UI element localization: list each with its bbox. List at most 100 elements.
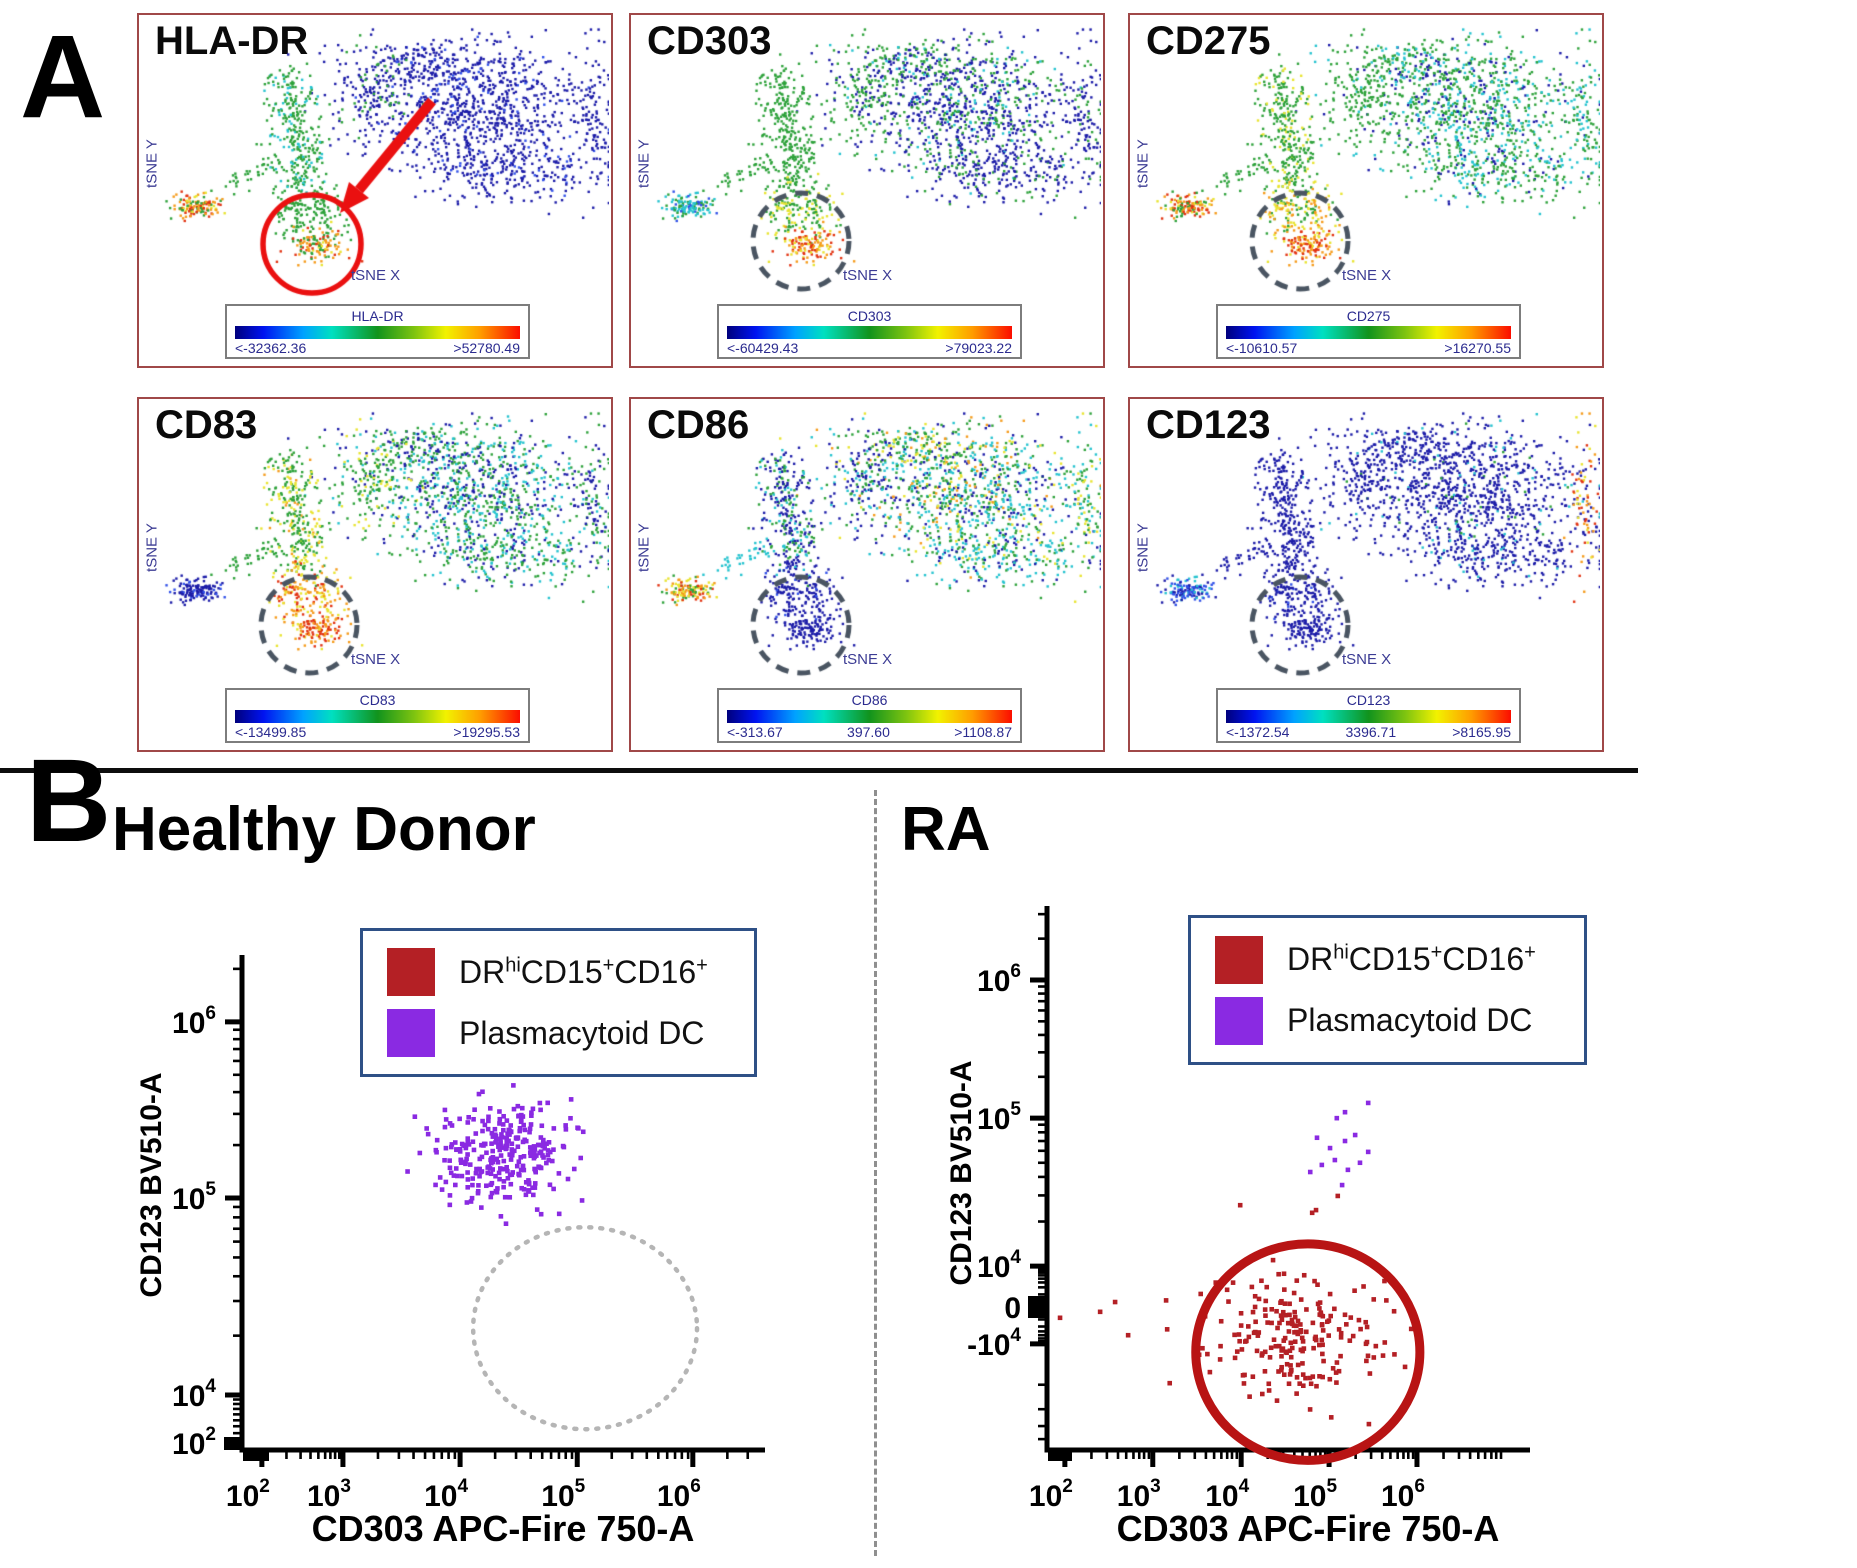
svg-text:103: 103 [1117,1476,1161,1513]
colorbar-gradient [1226,710,1511,724]
colorbar-max: >16270.55 [1444,340,1511,357]
ra-y-axis-label: CD123 BV510-A [945,1060,978,1286]
colorbar-range-labels: <-32362.36 >52780.49 [235,340,520,356]
svg-text:102: 102 [1029,1476,1073,1513]
tsne-x-axis-label: tSNE X [843,651,893,668]
colorbar-CD83: CD83 <-13499.85 >19295.53 [225,688,530,743]
flow-plot-ra: 106 105 104 0-104 102 103 104 105 106 [967,906,1530,1513]
colorbar-CD86: CD86 <-313.67 397.60 >1108.87 [717,688,1022,743]
colorbar-title: CD123 [1346,692,1391,708]
svg-text:102: 102 [226,1476,270,1513]
tsne-x-axis-label: tSNE X [351,267,401,284]
svg-text:105: 105 [1293,1476,1337,1513]
legend-label: Plasmacytoid DC [1287,1002,1533,1038]
ra-x-axis-label: CD303 APC-Fire 750-A [1116,1508,1500,1549]
svg-text:106: 106 [1381,1476,1425,1513]
svg-text:104: 104 [977,1247,1021,1284]
svg-text:102: 102 [172,1424,216,1461]
tsne-x-axis-label: tSNE X [1342,267,1392,284]
colorbar-max: >79023.22 [945,340,1012,357]
colorbar-mid: 3396.71 [1345,724,1397,741]
colorbar-CD303: CD303 <-60429.43 >79023.22 [717,304,1022,359]
legend-swatch [387,1009,435,1057]
colorbar-max: >8165.95 [1452,724,1511,741]
colorbar-min: <-13499.85 [235,724,307,741]
colorbar-range-labels: <-13499.85 >19295.53 [235,724,520,740]
legend-label: DRhiCD15+CD16+ [459,953,708,990]
svg-text:0: 0 [1004,1292,1021,1325]
colorbar-gradient [235,326,520,340]
legend-item: Plasmacytoid DC [387,1009,748,1057]
svg-text:103: 103 [307,1476,351,1513]
gate-annotation [470,1225,700,1432]
flow-plot-hd: 106 105 104 102 102 103 104 105 106 [172,955,765,1513]
tsne-x-axis-label: tSNE X [843,267,893,284]
legend-label: DRhiCD15+CD16+ [1287,941,1536,977]
panel-b-label: B [26,735,112,867]
colorbar-title: HLA-DR [351,308,404,324]
colorbar-range-labels: <-10610.57 >16270.55 [1226,340,1511,356]
hd-x-axis-label: CD303 APC-Fire 750-A [311,1508,695,1549]
legend-healthy-donor: DRhiCD15+CD16+ Plasmacytoid DC [360,928,757,1077]
colorbar-range-labels: <-1372.54 3396.71 >8165.95 [1226,724,1511,740]
colorbar-max: >1108.87 [954,724,1012,741]
svg-text:104: 104 [424,1476,468,1513]
colorbar-title: CD275 [1346,308,1391,324]
legend-label: Plasmacytoid DC [459,1014,705,1051]
legend-swatch [1215,935,1263,984]
colorbar-mid: 397.60 [847,724,890,741]
panel-a-label: A [20,11,106,143]
healthy-donor-title: Healthy Donor [112,795,536,864]
svg-text:105: 105 [977,1099,1021,1136]
svg-text:106: 106 [172,1003,216,1040]
hd-y-axis-label: CD123 BV510-A [135,1072,168,1298]
tsne-scatter-HLA-DR [164,27,609,299]
colorbar-max: >19295.53 [453,724,520,741]
colorbar-min: <-313.67 [727,724,783,741]
svg-text:105: 105 [541,1476,585,1513]
colorbar-CD123: CD123 <-1372.54 3396.71 >8165.95 [1216,688,1521,743]
svg-text:104: 104 [172,1376,216,1413]
colorbar-min: <-1372.54 [1226,724,1290,741]
tsne-x-axis-label: tSNE X [351,651,401,668]
colorbar-gradient [727,326,1012,340]
legend-item: Plasmacytoid DC [1215,996,1578,1045]
tsne-scatter-CD86 [656,411,1101,683]
colorbar-gradient [235,710,520,724]
colorbar-title: CD303 [847,308,892,324]
tsne-scatter-CD83 [164,411,609,683]
svg-text:105: 105 [172,1179,216,1216]
colorbar-max: >52780.49 [453,340,520,357]
legend-item: DRhiCD15+CD16+ [387,948,748,996]
tsne-x-axis-label: tSNE X [1342,651,1392,668]
legend-item: DRhiCD15+CD16+ [1215,935,1578,984]
colorbar-gradient [1226,326,1511,340]
ra-title: RA [901,795,991,864]
colorbar-min: <-10610.57 [1226,340,1298,357]
colorbar-range-labels: <-60429.43 >79023.22 [727,340,1012,356]
tsne-scatter-CD275 [1155,27,1600,299]
colorbar-min: <-32362.36 [235,340,307,357]
colorbar-CD275: CD275 <-10610.57 >16270.55 [1216,304,1521,359]
svg-text:104: 104 [1205,1476,1249,1513]
colorbar-range-labels: <-313.67 397.60 >1108.87 [727,724,1012,740]
legend-swatch [1215,996,1263,1045]
dashed-divider [874,790,877,1556]
svg-text:106: 106 [657,1476,701,1513]
colorbar-title: CD86 [851,692,888,708]
legend-ra: DRhiCD15+CD16+ Plasmacytoid DC [1188,915,1587,1065]
colorbar-title: CD83 [359,692,396,708]
svg-text:-104: -104 [967,1325,1021,1362]
legend-swatch [387,948,435,996]
colorbar-min: <-60429.43 [727,340,799,357]
colorbar-gradient [727,710,1012,724]
panel-separator-line [0,768,1638,773]
svg-text:106: 106 [977,961,1021,998]
